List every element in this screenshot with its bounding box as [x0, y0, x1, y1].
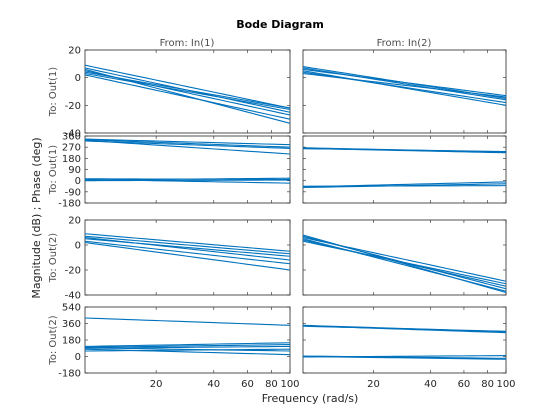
- y-tick-label-r3-3: 20: [68, 216, 81, 227]
- curve-r4-c1-3: [84, 344, 291, 348]
- x-axis-label: Frequency (rad/s): [262, 392, 359, 405]
- curve-r1-c1-4: [84, 72, 291, 111]
- curve-r2-c1-3: [84, 139, 291, 155]
- curve-r1-c2-4: [302, 67, 507, 101]
- panel-r2-c1: [84, 135, 291, 204]
- column-label-in1: From: In(1): [160, 38, 215, 49]
- panel-r4-c1: [84, 306, 291, 374]
- panel-r4-c2: [302, 306, 507, 374]
- curve-r1-c1-7: [84, 71, 291, 109]
- curve-r2-c2-6: [302, 185, 507, 187]
- y-tick-label-r3-1: -20: [65, 266, 81, 277]
- y-tick-label-r2-1: -90: [65, 187, 81, 198]
- y-tick-label-r4-2: 180: [62, 336, 81, 347]
- panel-box-r4-c2: [302, 306, 507, 374]
- x-tick-label-c2-2: 60: [458, 379, 471, 390]
- y-axis-label: Magnitude (dB) ; Phase (deg): [30, 137, 43, 298]
- chart-title: Bode Diagram: [236, 18, 324, 31]
- y-tick-label-r2-6: 360: [62, 132, 81, 143]
- y-tick-label-r4-0: -180: [58, 369, 81, 380]
- panel-box-r4-c1: [84, 306, 291, 374]
- x-tick-label-c1-4: 100: [280, 379, 299, 390]
- panel-r1-c1: [84, 49, 291, 134]
- x-tick-label-c2-3: 80: [481, 379, 494, 390]
- curve-r4-c2-6: [302, 355, 507, 358]
- x-tick-label-c2-0: 20: [367, 379, 380, 390]
- row-label-3: To: Out(2): [48, 233, 59, 283]
- panel-r3-c1: [84, 219, 291, 296]
- panel-box-r3-c1: [84, 219, 291, 296]
- y-tick-label-r2-0: -180: [58, 199, 81, 210]
- curve-r4-c1-2: [84, 342, 291, 347]
- curve-r1-c1-5: [84, 74, 291, 120]
- curve-r4-c2-3: [302, 325, 507, 332]
- panel-r1-c2: [302, 49, 507, 134]
- panel-r2-c2: [302, 135, 507, 204]
- y-tick-label-r2-3: 90: [68, 165, 81, 176]
- curve-r4-c1-6: [84, 348, 291, 352]
- row-label-4: To: Out(2): [48, 315, 59, 365]
- curve-r4-c1-7: [84, 345, 291, 349]
- y-tick-label-r1-1: -20: [65, 101, 81, 112]
- y-tick-label-r2-5: 270: [62, 143, 81, 154]
- x-tick-label-c2-1: 40: [424, 379, 437, 390]
- y-tick-label-r2-2: 0: [75, 176, 81, 187]
- curve-r2-c2-3: [302, 148, 507, 153]
- curve-r3-c2-3: [302, 240, 507, 285]
- y-tick-label-r4-1: 0: [75, 352, 81, 363]
- y-tick-label-r4-4: 540: [62, 303, 81, 314]
- y-tick-label-r1-2: 0: [75, 73, 81, 84]
- curve-r2-c1-4: [84, 138, 291, 146]
- curve-r1-c2-5: [302, 70, 507, 106]
- curve-r1-c2-6: [302, 72, 507, 98]
- panel-box-r2-c2: [302, 135, 507, 204]
- curve-r4-c1-5: [84, 348, 291, 356]
- curve-r2-c1-1: [84, 139, 291, 148]
- y-tick-label-r4-3: 360: [62, 319, 81, 330]
- y-tick-label-r3-0: -40: [65, 291, 81, 302]
- y-tick-label-r3-2: 0: [75, 241, 81, 252]
- x-tick-label-c1-1: 40: [207, 379, 220, 390]
- x-tick-label-c1-0: 20: [150, 379, 163, 390]
- column-label-in2: From: In(2): [377, 38, 432, 49]
- panel-r3-c2: [302, 219, 507, 296]
- curve-r3-c1-3: [84, 240, 291, 265]
- x-tick-label-c1-2: 60: [241, 379, 254, 390]
- curve-r3-c2-6: [302, 236, 507, 282]
- curve-r3-c1-4: [84, 233, 291, 252]
- curve-r3-c1-5: [84, 241, 291, 271]
- row-label-2: To: Out(1): [48, 145, 59, 195]
- curve-r1-c1-1: [84, 64, 291, 109]
- curve-r3-c2-5: [302, 239, 507, 287]
- y-tick-label-r1-0: -40: [65, 129, 81, 140]
- row-label-1: To: Out(1): [48, 67, 59, 117]
- x-tick-label-c1-3: 80: [265, 379, 278, 390]
- curve-r4-c1-1: [84, 317, 291, 326]
- x-tick-label-c2-4: 100: [496, 379, 515, 390]
- y-tick-label-r2-4: 180: [62, 154, 81, 165]
- curve-r2-c1-8: [84, 179, 291, 182]
- y-tick-label-r1-3: 20: [68, 46, 81, 57]
- curve-r3-c1-1: [84, 235, 291, 255]
- curve-r3-c1-6: [84, 236, 291, 261]
